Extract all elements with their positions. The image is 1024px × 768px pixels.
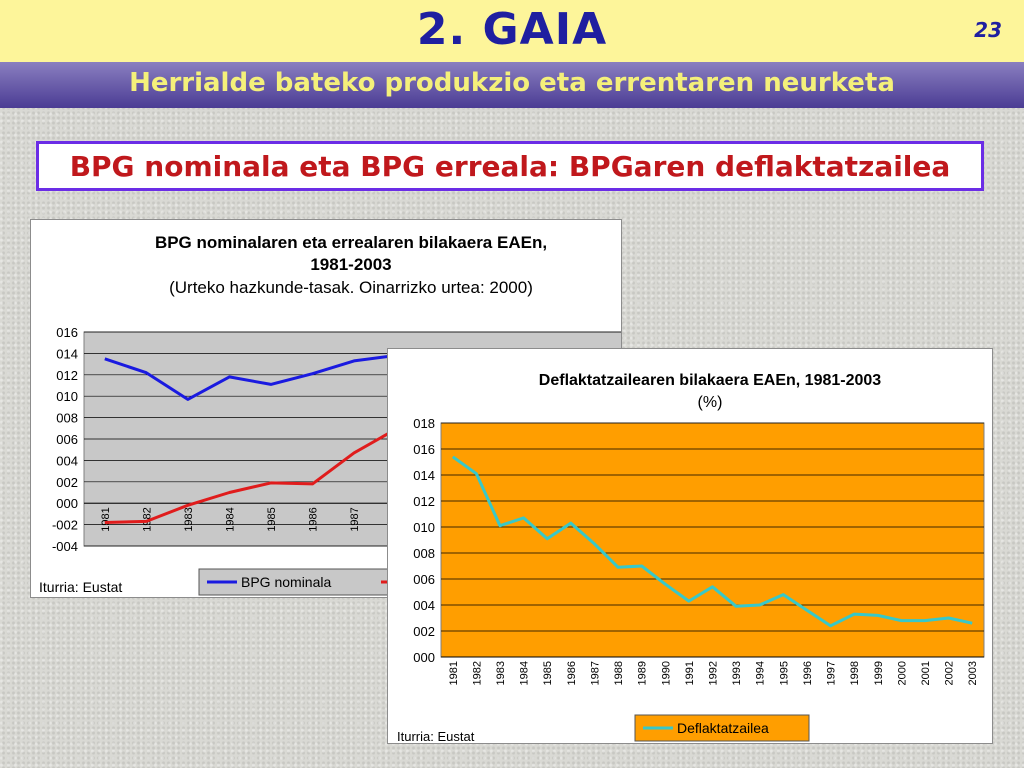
chart2-x-tick-label: 1987 xyxy=(589,661,601,685)
chart1-x-tick-label: 1984 xyxy=(224,507,236,531)
chart1-source: Iturria: Eustat xyxy=(39,579,122,595)
chart2-x-tick-label: 1988 xyxy=(613,661,625,685)
slide-number: 23 xyxy=(974,18,1002,42)
chart2-y-tick-label: 004 xyxy=(413,598,435,613)
chart2-y-tick-label: 016 xyxy=(413,442,435,457)
chart1-y-tick-label: 006 xyxy=(56,432,78,447)
chart1-x-tick-label: 1983 xyxy=(183,507,195,531)
chart2-x-tick-label: 2000 xyxy=(896,661,908,685)
chart2-x-tick-label: 1995 xyxy=(778,661,790,685)
chart2-x-tick-label: 1998 xyxy=(849,661,861,685)
chart2-x-tick-label: 1989 xyxy=(637,661,649,685)
chart2-y-tick-label: 014 xyxy=(413,468,435,483)
chart1-y-tick-label: 008 xyxy=(56,411,78,426)
chart1-y-tick-label: 004 xyxy=(56,453,78,468)
chart2-x-tick-label: 1981 xyxy=(448,661,460,685)
chart2-legend-label: Deflaktatzailea xyxy=(677,720,769,736)
chart2-x-tick-label: 1983 xyxy=(495,661,507,685)
chart1-x-tick-label: 1987 xyxy=(349,507,361,531)
chart1-title-line2: 1981-2003 xyxy=(310,255,391,274)
chart1-y-tick-label: -002 xyxy=(52,518,78,533)
section-heading: BPG nominala eta BPG erreala: BPGaren de… xyxy=(69,150,951,183)
chart1-y-tick-label: 012 xyxy=(56,368,78,383)
chart1-title: BPG nominalaren eta errealaren bilakaera… xyxy=(155,233,547,252)
chart1-x-tick-label: 1986 xyxy=(307,507,319,531)
chart1-y-tick-label: 014 xyxy=(56,346,78,361)
chart2-y-tick-label: 000 xyxy=(413,650,435,665)
chart-panel-deflator: Deflaktatzailearen bilakaera EAEn, 1981-… xyxy=(387,348,993,744)
chart2-x-tick-label: 1994 xyxy=(755,661,767,685)
chart2-x-tick-label: 2002 xyxy=(944,661,956,685)
chart2-x-tick-label: 1986 xyxy=(566,661,578,685)
chart2-x-tick-label: 1996 xyxy=(802,661,814,685)
chart2-x-tick-label: 1999 xyxy=(873,661,885,685)
chart1-x-tick-label: 1985 xyxy=(266,507,278,531)
chart2-x-tick-label: 1984 xyxy=(519,661,531,685)
slide-subtitle: Herrialde bateko produkzio eta errentare… xyxy=(129,68,895,98)
chart2-x-tick-label: 1997 xyxy=(826,661,838,685)
chart2-x-tick-label: 1982 xyxy=(471,661,483,685)
chart1-legend-label: BPG nominala xyxy=(241,574,331,590)
chart1-y-tick-label: 010 xyxy=(56,389,78,404)
chart2-y-tick-label: 012 xyxy=(413,494,435,509)
chart2-y-tick-label: 008 xyxy=(413,546,435,561)
chart1-y-tick-label: -004 xyxy=(52,539,78,554)
chart1-y-tick-label: 002 xyxy=(56,475,78,490)
chart2-y-tick-label: 018 xyxy=(413,416,435,431)
subtitle-band: Herrialde bateko produkzio eta errentare… xyxy=(0,62,1024,108)
chart-deflator: Deflaktatzailearen bilakaera EAEn, 1981-… xyxy=(397,372,985,744)
slide-title: 2. GAIA xyxy=(416,4,608,55)
title-band: 2. GAIA 23 xyxy=(0,0,1024,62)
chart2-x-tick-label: 1991 xyxy=(684,661,696,685)
chart2-y-tick-label: 006 xyxy=(413,572,435,587)
chart1-y-tick-label: 016 xyxy=(56,325,78,340)
chart2-y-tick-label: 002 xyxy=(413,624,435,639)
chart2-subtitle: (%) xyxy=(698,394,723,411)
chart2-title: Deflaktatzailearen bilakaera EAEn, 1981-… xyxy=(539,372,882,389)
chart1-y-tick-label: 000 xyxy=(56,496,78,511)
chart2-x-tick-label: 1990 xyxy=(660,661,672,685)
chart2-source: Iturria: Eustat xyxy=(397,729,475,743)
section-heading-box: BPG nominala eta BPG erreala: BPGaren de… xyxy=(36,141,984,191)
chart2-x-tick-label: 1985 xyxy=(542,661,554,685)
chart1-subtitle: (Urteko hazkunde-tasak. Oinarrizko urtea… xyxy=(169,278,533,297)
chart2-x-tick-label: 2001 xyxy=(920,661,932,685)
chart2-x-tick-label: 1992 xyxy=(708,661,720,685)
chart1-x-tick-label: 1981 xyxy=(100,507,112,531)
chart2-x-tick-label: 2003 xyxy=(967,661,979,685)
chart2-y-tick-label: 010 xyxy=(413,520,435,535)
chart2-x-tick-label: 1993 xyxy=(731,661,743,685)
